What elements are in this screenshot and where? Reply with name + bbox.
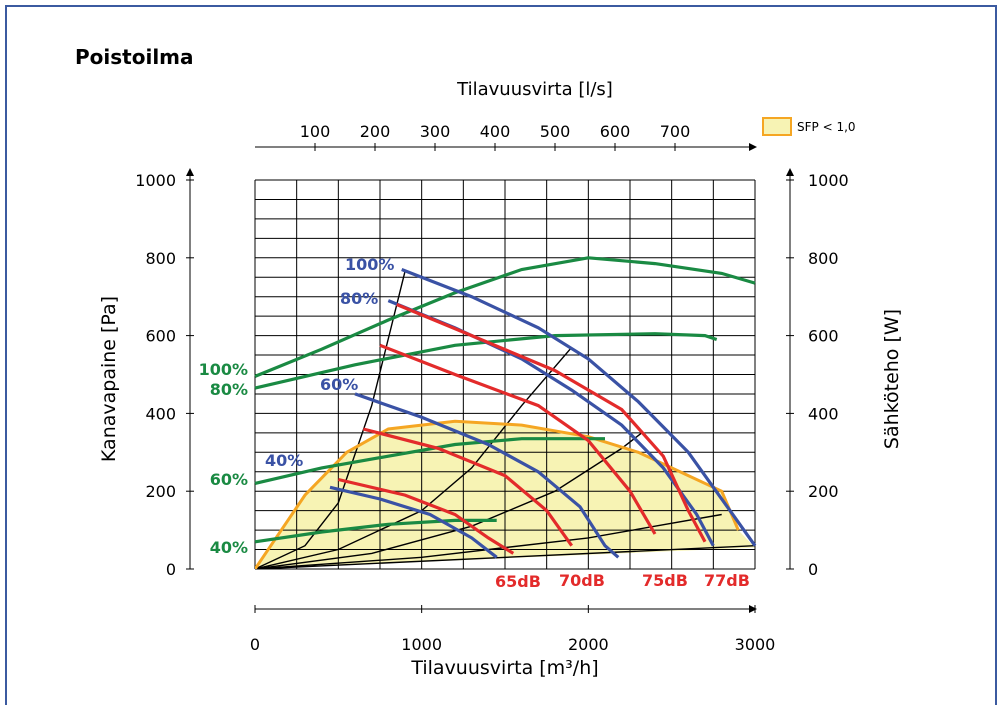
- sound-label-70dB: 70dB: [559, 571, 605, 590]
- right-y-tick-label: 0: [808, 560, 818, 579]
- bottom-axis-label: Tilavuusvirta [m³/h]: [410, 657, 598, 679]
- right-y-tick-label: 1000: [808, 171, 849, 190]
- system-curve-5: [255, 545, 755, 569]
- power-label-100: 100%: [199, 360, 248, 379]
- sound-curve-77dB: [396, 303, 707, 543]
- top-x-tick-label: 400: [480, 122, 511, 141]
- top-x-arrow: [749, 143, 757, 151]
- top-axis-label: Tilavuusvirta [l/s]: [456, 79, 613, 100]
- bottom-x-arrow: [749, 605, 757, 613]
- left-axis-label: Kanavapaine [Pa]: [98, 296, 120, 462]
- top-x-tick-label: 200: [360, 122, 391, 141]
- power-curve-100: [254, 256, 756, 378]
- left-y-tick-label: 200: [145, 482, 176, 501]
- fan-label-60: 60%: [320, 375, 358, 394]
- top-x-tick-label: 100: [300, 122, 331, 141]
- sound-curve-70dB: [362, 427, 574, 547]
- legend: SFP < 1,0: [762, 117, 856, 136]
- chart-title: Poistoilma: [75, 45, 194, 69]
- right-y-arrow: [786, 168, 794, 176]
- fan-curve-40: [329, 485, 498, 559]
- power-curve-80: [254, 332, 718, 390]
- left-y-tick-label: 1000: [135, 171, 176, 190]
- power-label-80: 80%: [210, 380, 248, 399]
- power-label-60: 60%: [210, 470, 248, 489]
- fan-curve-100: [401, 268, 757, 547]
- left-y-tick-label: 800: [145, 249, 176, 268]
- top-x-tick-label: 700: [660, 122, 691, 141]
- sound-label-77dB: 77dB: [704, 571, 750, 590]
- power-curve-60: [254, 437, 605, 485]
- bottom-x-tick-label: 1000: [401, 635, 442, 654]
- left-y-tick-label: 600: [145, 327, 176, 346]
- fan-label-100: 100%: [345, 255, 394, 274]
- sound-curve-75dB: [379, 343, 657, 535]
- power-curve-40: [254, 518, 497, 544]
- top-x-tick-label: 300: [420, 122, 451, 141]
- system-curve-2: [255, 346, 573, 569]
- bottom-x-tick-label: 0: [250, 635, 260, 654]
- bottom-x-tick-label: 3000: [735, 635, 776, 654]
- system-curve-3: [255, 432, 643, 569]
- left-y-tick-label: 400: [145, 404, 176, 423]
- fan-curve-60: [354, 392, 620, 559]
- left-y-arrow: [186, 168, 194, 176]
- legend-swatch: [762, 117, 792, 136]
- fan-label-80: 80%: [340, 289, 378, 308]
- right-y-tick-label: 600: [808, 327, 839, 346]
- legend-label: SFP < 1,0: [797, 120, 856, 134]
- right-axis-label: Sähköteho [W]: [881, 309, 903, 449]
- fan-label-40: 40%: [265, 451, 303, 470]
- chart-frame: [5, 5, 997, 705]
- left-y-tick-label: 0: [166, 560, 176, 579]
- bottom-x-tick-label: 2000: [568, 635, 609, 654]
- sound-label-75dB: 75dB: [642, 571, 688, 590]
- top-x-tick-label: 500: [540, 122, 571, 141]
- power-label-40: 40%: [210, 538, 248, 557]
- right-y-tick-label: 800: [808, 249, 839, 268]
- right-y-tick-label: 200: [808, 482, 839, 501]
- top-x-tick-label: 600: [600, 122, 631, 141]
- sound-label-65dB: 65dB: [495, 572, 541, 591]
- right-y-tick-label: 400: [808, 404, 839, 423]
- sound-curve-65dB: [337, 477, 515, 555]
